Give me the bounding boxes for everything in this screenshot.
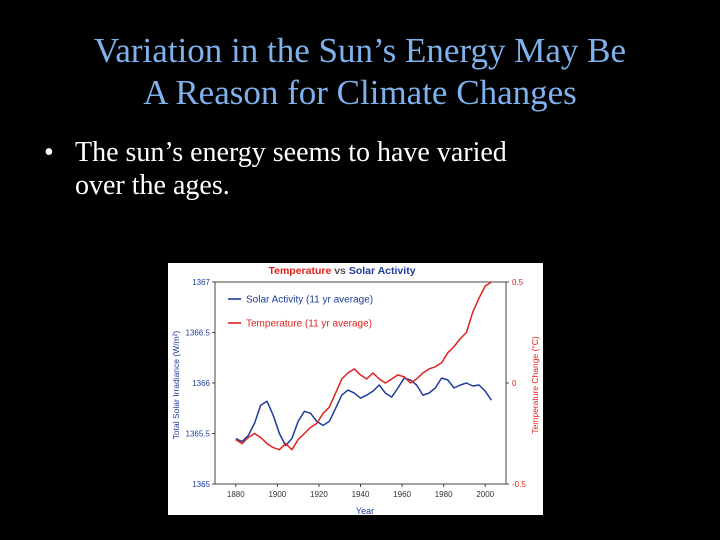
x-tick-label: 1880 bbox=[227, 490, 245, 499]
right-tick-label: -0.5 bbox=[512, 480, 526, 489]
legend-label: Solar Activity (11 yr average) bbox=[246, 295, 373, 306]
chart-title: Temperature vs Solar Activity bbox=[268, 265, 415, 277]
legend-label: Temperature (11 yr average) bbox=[246, 319, 372, 330]
chart-title-part: Solar Activity bbox=[349, 265, 416, 277]
x-ticks: 1880 1900 1920 1940 1960 1980 2000 bbox=[227, 484, 495, 499]
x-tick-label: 1980 bbox=[435, 490, 453, 499]
bullet-symbol: • bbox=[44, 137, 54, 168]
plot-frame bbox=[214, 281, 507, 485]
chart-panel: Temperature vs Solar Activity 1880 1900 19… bbox=[168, 263, 543, 515]
chart-legend: Solar Activity (11 yr average) Temperatur… bbox=[228, 295, 373, 330]
left-y-ticks: 1365 1365.5 1366 1366.5 1367 bbox=[186, 278, 215, 489]
left-tick-label: 1367 bbox=[192, 278, 210, 287]
right-tick-label: 0.5 bbox=[512, 278, 524, 287]
chart-title-part: Temperature bbox=[268, 265, 331, 277]
left-tick-label: 1366 bbox=[192, 379, 210, 388]
x-axis-label: Year bbox=[356, 506, 374, 515]
x-tick-label: 1900 bbox=[268, 490, 286, 499]
temperature-line bbox=[235, 281, 492, 451]
x-tick-label: 1920 bbox=[310, 490, 328, 499]
bullet-line-1: The sun’s energy seems to have varied bbox=[75, 137, 507, 168]
left-tick-label: 1365.5 bbox=[186, 430, 211, 439]
left-tick-label: 1365 bbox=[192, 480, 210, 489]
right-axis-label: Temperature Change (°C) bbox=[530, 336, 540, 434]
series-layer bbox=[235, 281, 493, 451]
slide-title: Variation in the Sun’s Energy May Be A R… bbox=[0, 30, 720, 114]
x-tick-label: 2000 bbox=[476, 490, 494, 499]
bullet-item: • The sun’s energy seems to have varied … bbox=[44, 136, 664, 202]
left-tick-label: 1366.5 bbox=[186, 329, 211, 338]
right-tick-label: 0 bbox=[512, 379, 517, 388]
bullet-line-2: over the ages. bbox=[75, 170, 230, 201]
slide-title-line-2: A Reason for Climate Changes bbox=[143, 73, 577, 112]
slide-title-line-1: Variation in the Sun’s Energy May Be bbox=[93, 31, 627, 70]
right-y-ticks: -0.5 0 0.5 bbox=[506, 278, 526, 489]
chart-title-part: vs bbox=[331, 265, 349, 277]
temperature-solar-chart: Temperature vs Solar Activity 1880 1900 19… bbox=[171, 265, 540, 515]
left-axis-label: Total Solar Irradiance (W/m²) bbox=[171, 331, 181, 440]
solar-activity-line bbox=[235, 377, 493, 447]
x-tick-label: 1960 bbox=[393, 490, 411, 499]
x-tick-label: 1940 bbox=[352, 490, 370, 499]
